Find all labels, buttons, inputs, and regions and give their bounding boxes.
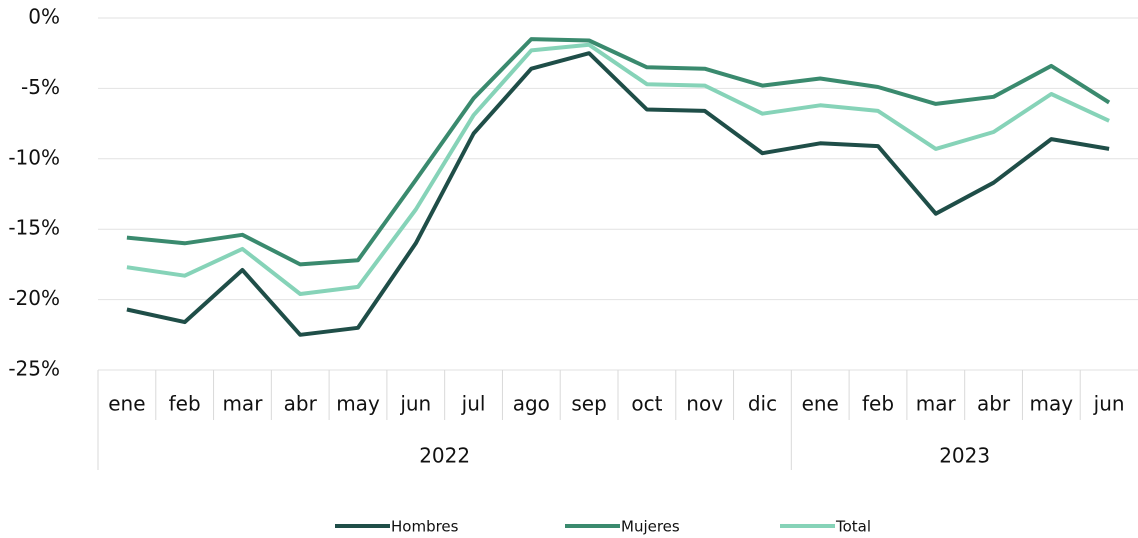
x-tick-label: mar <box>916 392 957 416</box>
y-tick-label: 0% <box>28 5 60 29</box>
x-tick-label: may <box>336 392 380 416</box>
y-tick-label: -15% <box>8 216 60 240</box>
x-tick-label: may <box>1030 392 1074 416</box>
x-group-label: 2022 <box>419 444 470 468</box>
y-tick-label: -20% <box>8 286 60 310</box>
x-tick-label: jul <box>461 392 486 416</box>
x-tick-label: oct <box>631 392 662 416</box>
series-line <box>126 42 1110 296</box>
x-tick-label: jun <box>1093 392 1125 416</box>
y-tick-label: -5% <box>21 75 60 99</box>
legend-label: Total <box>835 518 871 536</box>
x-tick-label: nov <box>686 392 723 416</box>
x-tick-label: feb <box>862 392 894 416</box>
legend-label: Mujeres <box>621 518 680 536</box>
x-tick-label: mar <box>222 392 263 416</box>
x-tick-label: feb <box>169 392 201 416</box>
x-tick-label: sep <box>571 392 606 416</box>
y-tick-label: -25% <box>8 357 60 381</box>
series-line <box>126 37 1111 267</box>
x-group-label: 2023 <box>939 444 990 468</box>
x-tick-label: ene <box>108 392 145 416</box>
x-tick-label: ago <box>513 392 550 416</box>
x-tick-label: jun <box>399 392 431 416</box>
x-tick-label: dic <box>748 392 777 416</box>
x-tick-label: abr <box>284 392 318 416</box>
x-tick-label: ene <box>802 392 839 416</box>
series-line <box>126 51 1110 337</box>
y-tick-label: -10% <box>8 145 60 169</box>
legend-label: Hombres <box>391 518 459 536</box>
x-tick-label: abr <box>977 392 1011 416</box>
